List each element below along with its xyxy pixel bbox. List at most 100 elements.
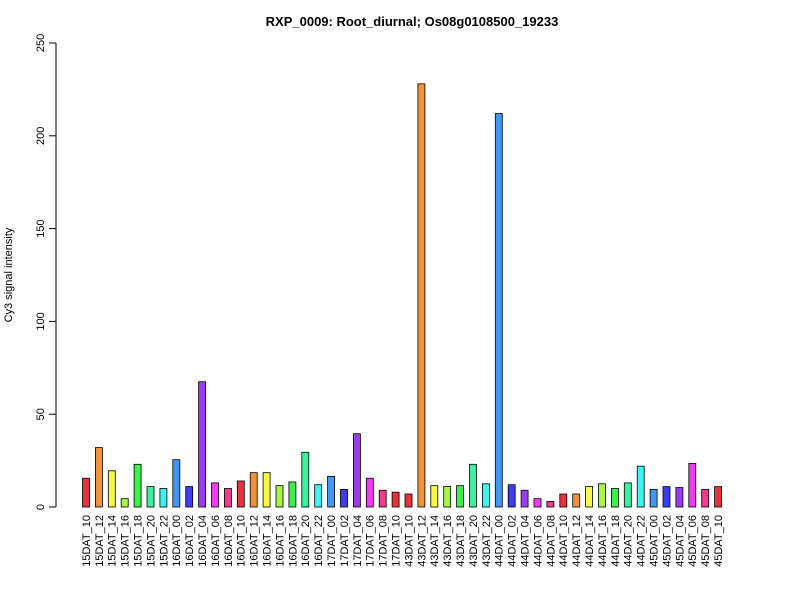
bar-17DAT_08 <box>378 489 387 508</box>
bar-43DAT_12 <box>417 83 426 508</box>
bar-16DAT_22 <box>314 484 323 508</box>
y-tick-label: 150 <box>35 219 47 237</box>
x-tick-label: 16DAT_04 <box>197 515 209 567</box>
x-tick-label: 43DAT_22 <box>481 515 493 567</box>
x-tick-label: 44DAT_18 <box>610 515 622 567</box>
bar-16DAT_04 <box>198 381 207 508</box>
x-tick-label: 43DAT_10 <box>403 515 415 567</box>
x-tick-label: 15DAT_22 <box>158 515 170 567</box>
bar-44DAT_06 <box>533 498 542 508</box>
x-tick-label: 45DAT_02 <box>661 515 673 567</box>
bar-45DAT_06 <box>688 462 697 508</box>
bar-15DAT_10 <box>82 477 90 508</box>
bar-16DAT_02 <box>185 486 194 508</box>
x-tick-label: 17DAT_02 <box>339 515 351 567</box>
bar-15DAT_22 <box>159 488 168 508</box>
bar-17DAT_00 <box>327 475 336 508</box>
bar-16DAT_14 <box>262 472 271 508</box>
x-tick-label: 16DAT_12 <box>249 515 261 567</box>
x-tick-label: 44DAT_04 <box>519 515 531 567</box>
bar-16DAT_06 <box>211 482 219 508</box>
bar-44DAT_14 <box>585 486 593 508</box>
x-tick-label: 16DAT_00 <box>171 515 183 567</box>
x-tick-label: 44DAT_14 <box>584 515 596 567</box>
x-tick-label: 16DAT_20 <box>300 515 312 567</box>
x-tick-label: 15DAT_16 <box>120 515 132 567</box>
x-tick-label: 44DAT_10 <box>558 515 570 567</box>
bar-45DAT_00 <box>649 488 658 508</box>
x-tick-label: 17DAT_08 <box>378 515 390 567</box>
x-tick-label: 45DAT_06 <box>687 515 699 567</box>
x-tick-label: 15DAT_18 <box>132 515 144 567</box>
y-tick-label: 100 <box>35 312 47 330</box>
x-tick-label: 16DAT_06 <box>210 515 222 567</box>
bar-43DAT_20 <box>469 463 477 508</box>
bar-15DAT_14 <box>107 470 116 508</box>
bar-15DAT_18 <box>133 463 142 508</box>
x-tick-label: 16DAT_10 <box>236 515 248 567</box>
bar-45DAT_10 <box>714 486 722 508</box>
bar-44DAT_04 <box>520 489 529 508</box>
bar-16DAT_00 <box>172 459 181 508</box>
y-axis-label: Cy3 signal intensity <box>3 227 15 322</box>
y-tick-label: 0 <box>35 504 47 510</box>
x-tick-label: 45DAT_10 <box>713 515 725 567</box>
x-tick-label: 45DAT_08 <box>700 515 712 567</box>
y-tick-label: 50 <box>35 408 47 420</box>
x-tick-label: 44DAT_08 <box>545 515 557 567</box>
x-tick-label: 17DAT_00 <box>326 515 338 567</box>
bar-16DAT_08 <box>223 488 232 508</box>
bar-43DAT_14 <box>430 485 439 508</box>
x-tick-label: 43DAT_12 <box>416 515 428 567</box>
x-tick-label: 44DAT_02 <box>507 515 519 567</box>
bar-17DAT_02 <box>340 488 348 508</box>
bar-44DAT_02 <box>507 484 516 508</box>
bar-16DAT_20 <box>301 451 310 508</box>
bar-15DAT_12 <box>95 447 103 508</box>
x-tick-label: 17DAT_10 <box>390 515 402 567</box>
bar-44DAT_12 <box>572 493 581 508</box>
bar-17DAT_06 <box>365 477 374 508</box>
bar-44DAT_16 <box>598 483 606 508</box>
x-tick-label: 15DAT_20 <box>145 515 157 567</box>
x-tick-label: 16DAT_18 <box>287 515 299 567</box>
bar-43DAT_10 <box>404 493 413 508</box>
x-tick-label: 45DAT_04 <box>674 515 686 567</box>
y-tick-label: 250 <box>35 34 47 52</box>
bar-15DAT_20 <box>146 486 155 508</box>
x-tick-label: 43DAT_18 <box>455 515 467 567</box>
bar-17DAT_10 <box>391 491 400 508</box>
bar-16DAT_16 <box>275 485 284 508</box>
bars-group <box>82 83 722 508</box>
x-tick-label: 44DAT_12 <box>571 515 583 567</box>
bar-16DAT_10 <box>236 480 245 508</box>
x-tick-label: 15DAT_12 <box>94 515 106 567</box>
bar-43DAT_18 <box>456 485 465 508</box>
x-tick-labels: 15DAT_10 15DAT_12 15DAT_14 15DAT_16 15DAT_18… <box>81 515 725 567</box>
y-tick-label: 200 <box>35 127 47 145</box>
bar-44DAT_08 <box>546 501 555 508</box>
bar-44DAT_18 <box>611 488 619 508</box>
x-tick-label: 16DAT_08 <box>223 515 235 567</box>
x-tick-label: 16DAT_02 <box>184 515 196 567</box>
x-tick-label: 16DAT_16 <box>274 515 286 567</box>
x-tick-label: 44DAT_20 <box>623 515 635 567</box>
x-tick-label: 43DAT_20 <box>468 515 480 567</box>
bar-43DAT_16 <box>443 486 452 508</box>
bar-44DAT_10 <box>559 493 568 508</box>
x-tick-label: 16DAT_14 <box>261 515 273 567</box>
bar-16DAT_12 <box>249 472 258 508</box>
x-tick-label: 43DAT_16 <box>442 515 454 567</box>
bar-45DAT_04 <box>675 487 684 508</box>
bar-44DAT_22 <box>636 465 645 508</box>
bar-45DAT_02 <box>662 486 671 508</box>
x-tick-label: 43DAT_14 <box>429 515 441 567</box>
x-tick-label: 44DAT_06 <box>532 515 544 567</box>
x-tick-label: 44DAT_00 <box>494 515 506 567</box>
x-tick-label: 16DAT_22 <box>313 515 325 567</box>
bar-44DAT_00 <box>494 113 503 508</box>
bar-15DAT_16 <box>120 498 129 508</box>
x-tick-label: 15DAT_10 <box>81 515 93 567</box>
bar-43DAT_22 <box>481 483 490 508</box>
